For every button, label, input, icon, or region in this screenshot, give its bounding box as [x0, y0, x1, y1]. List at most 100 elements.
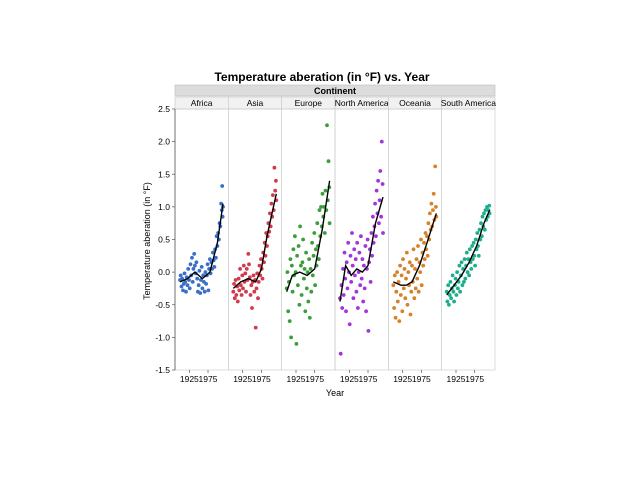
data-point [320, 191, 325, 196]
data-point [302, 267, 307, 271]
panel-label: Europe [295, 98, 323, 108]
data-point [249, 283, 254, 288]
data-point [187, 286, 192, 291]
data-point [193, 263, 197, 268]
data-point [401, 257, 405, 261]
data-point [304, 286, 309, 291]
x-tick-label: 1975 [305, 374, 324, 384]
data-point [188, 262, 193, 267]
data-point [470, 244, 474, 248]
data-point [212, 265, 217, 269]
data-point [374, 188, 379, 193]
data-point [299, 263, 303, 268]
data-point [361, 299, 366, 304]
data-point [310, 240, 314, 245]
data-point [431, 208, 435, 213]
data-point [482, 211, 486, 216]
data-point [269, 201, 274, 206]
data-point [236, 276, 241, 281]
data-point [256, 280, 261, 284]
x-axis-label: Year [326, 388, 344, 398]
data-point [237, 288, 242, 293]
data-point [346, 240, 351, 245]
x-tick-label: 1975 [465, 374, 484, 384]
data-point [454, 293, 459, 297]
data-point [365, 237, 370, 242]
data-point [356, 306, 360, 310]
data-point [431, 191, 436, 196]
data-point [363, 244, 368, 248]
data-point [462, 257, 467, 261]
data-point [410, 263, 414, 268]
data-point [179, 284, 184, 289]
data-point [347, 322, 352, 327]
x-tick-label: 1925 [340, 374, 359, 384]
data-point [473, 237, 478, 242]
data-point [467, 273, 471, 278]
smoother-line [339, 196, 384, 302]
data-point [199, 278, 203, 282]
data-point [377, 221, 381, 226]
panel-label: Africa [191, 98, 213, 108]
data-point [271, 193, 275, 198]
data-point [300, 260, 305, 265]
data-point [358, 283, 363, 288]
y-tick-label: 2.0 [158, 137, 170, 147]
data-point [340, 306, 345, 310]
data-point [202, 289, 207, 294]
panel-label: South America [441, 98, 497, 108]
data-point [415, 276, 420, 281]
data-point [371, 214, 375, 219]
panel-frame [334, 108, 389, 371]
x-tick-label: 1975 [359, 374, 378, 384]
data-point [416, 289, 421, 294]
data-point [460, 283, 465, 288]
data-point [450, 273, 455, 278]
data-point [246, 252, 251, 256]
panel-1: Asia 1925 1975 [228, 96, 282, 384]
data-point [477, 227, 482, 232]
data-point [345, 286, 350, 291]
data-point [348, 253, 353, 258]
data-point [191, 267, 196, 271]
data-point [327, 221, 332, 226]
data-point [360, 257, 365, 261]
data-point [190, 280, 195, 284]
data-point [313, 247, 318, 252]
data-point [351, 296, 356, 301]
data-point [458, 289, 462, 294]
data-point [405, 302, 410, 307]
data-point [178, 273, 183, 278]
data-point [445, 299, 450, 304]
data-point [293, 234, 297, 239]
data-point [413, 267, 417, 271]
data-point [248, 293, 253, 297]
panel-frame [281, 108, 336, 371]
data-point [240, 273, 245, 278]
data-point [429, 201, 434, 206]
data-point [359, 276, 364, 281]
data-point [350, 263, 355, 268]
data-point [196, 283, 201, 288]
data-point [338, 351, 343, 356]
data-point [422, 257, 427, 261]
x-tick-label: 1975 [252, 374, 271, 384]
data-point [244, 289, 248, 294]
data-point [419, 283, 424, 288]
data-point [421, 263, 426, 268]
data-point [369, 231, 374, 235]
data-point [456, 286, 460, 291]
data-point [308, 267, 313, 271]
data-point [352, 247, 357, 252]
data-point [395, 270, 399, 274]
data-point [244, 267, 249, 271]
y-tick-label: 1.0 [158, 202, 170, 212]
data-point [301, 237, 305, 242]
data-point [447, 293, 452, 297]
x-tick-label: 1975 [412, 374, 431, 384]
data-point [289, 335, 293, 340]
data-point [370, 253, 374, 258]
data-point [203, 270, 208, 274]
panel-label: Oceania [399, 98, 431, 108]
data-point [409, 289, 414, 294]
